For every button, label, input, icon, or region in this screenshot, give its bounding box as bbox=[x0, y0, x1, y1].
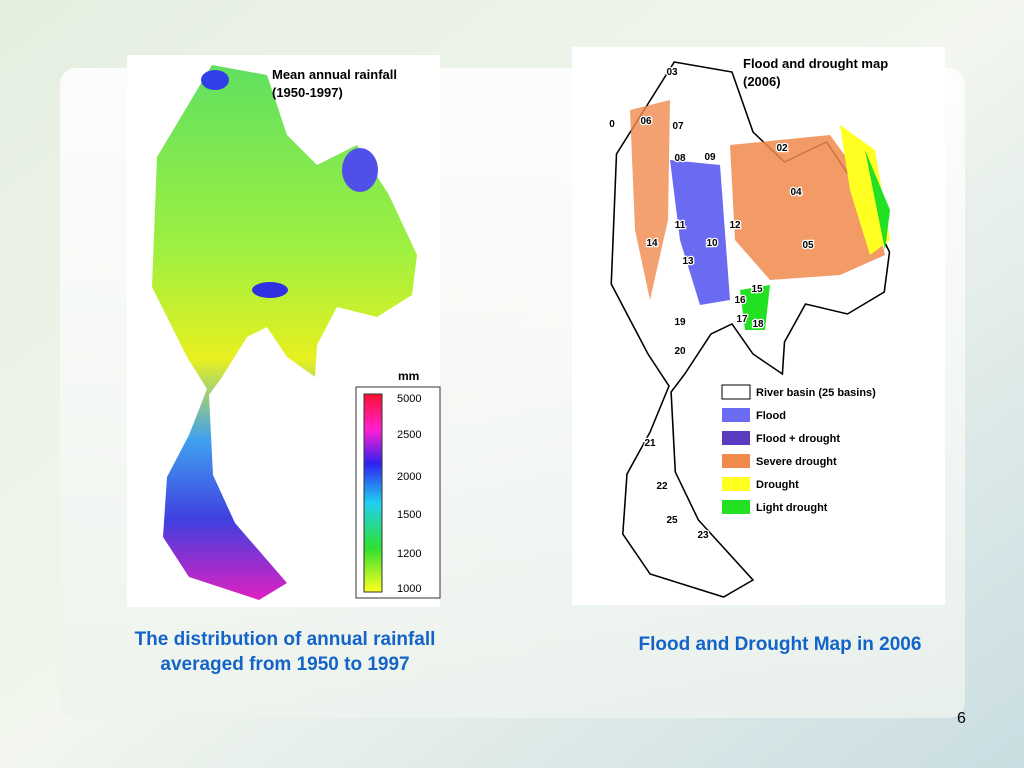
colorbar-tick-label: 2500 bbox=[397, 429, 421, 441]
legend-label: Light drought bbox=[756, 502, 828, 514]
flood-area bbox=[670, 160, 730, 305]
basin-label: 25 bbox=[666, 515, 678, 526]
basin-label: 03 bbox=[666, 67, 678, 78]
legend-label: River basin (25 basins) bbox=[756, 387, 876, 399]
severe-drought-area bbox=[630, 100, 670, 300]
colorbar-tick-label: 1500 bbox=[397, 509, 421, 521]
legend-swatch bbox=[722, 477, 750, 491]
legend-label: Flood + drought bbox=[756, 433, 840, 445]
drought-area bbox=[840, 125, 890, 255]
map-title: (2006) bbox=[743, 74, 781, 89]
map-title: Mean annual rainfall bbox=[272, 67, 397, 82]
light-drought-area bbox=[865, 150, 890, 250]
colorbar-tick-label: 1200 bbox=[397, 548, 421, 560]
legend-label: Drought bbox=[756, 479, 799, 491]
legend-swatch bbox=[722, 500, 750, 514]
rain-spot bbox=[252, 282, 288, 298]
basin-label: 08 bbox=[674, 153, 686, 164]
basin-label: 05 bbox=[802, 240, 814, 251]
colorbar-tick-label: 1000 bbox=[397, 583, 421, 595]
basin-label: 0 bbox=[609, 119, 615, 130]
legend-swatch bbox=[721, 384, 751, 400]
basin-label: 18 bbox=[752, 319, 764, 330]
map-title: Flood and drought map bbox=[743, 56, 888, 71]
basin-label: 12 bbox=[729, 220, 741, 231]
caption: averaged from 1950 to 1997 bbox=[160, 654, 409, 675]
rain-spot bbox=[342, 148, 378, 192]
basin-label: 16 bbox=[734, 295, 746, 306]
rainfall-map: Mean annual rainfall (1950-1997) mm 5000… bbox=[127, 55, 441, 607]
colorbar bbox=[363, 393, 383, 593]
basin-label: 17 bbox=[736, 314, 748, 325]
basin-label: 15 bbox=[751, 284, 763, 295]
caption: The distribution of annual rainfall bbox=[135, 629, 436, 650]
basin-label: 07 bbox=[672, 121, 684, 132]
basin-label: 23 bbox=[697, 530, 709, 541]
basin-label: 19 bbox=[674, 317, 686, 328]
basin-label: 21 bbox=[644, 438, 656, 449]
colorbar-tick-label: 2000 bbox=[397, 471, 421, 483]
rain-spot bbox=[201, 70, 229, 90]
basin-label: 10 bbox=[706, 238, 718, 249]
basin-label: 11 bbox=[675, 220, 686, 231]
legend-label: Flood bbox=[756, 410, 786, 422]
basin-label: 06 bbox=[640, 116, 652, 127]
caption: Flood and Drought Map in 2006 bbox=[639, 634, 922, 655]
basin-label: 02 bbox=[776, 143, 788, 154]
basin-label: 20 bbox=[674, 346, 686, 357]
basin-label: 14 bbox=[646, 238, 658, 249]
light-drought-area bbox=[740, 285, 770, 330]
map-title: (1950-1997) bbox=[272, 85, 343, 100]
basin-label: 09 bbox=[704, 152, 716, 163]
legend-swatch bbox=[722, 454, 750, 468]
legend-swatch bbox=[722, 431, 750, 445]
basin-label: 13 bbox=[682, 256, 694, 267]
legend-swatch bbox=[722, 408, 750, 422]
legend-label: Severe drought bbox=[756, 456, 837, 468]
colorbar-tick-label: 5000 bbox=[397, 393, 421, 405]
basin-label: 04 bbox=[790, 187, 802, 198]
page-number: 6 bbox=[957, 710, 966, 727]
legend-unit: mm bbox=[398, 369, 419, 383]
severe-drought-area bbox=[730, 135, 885, 280]
basin-label: 22 bbox=[656, 481, 668, 492]
drought-map: Flood and drought map (2006) 03 06 07 0 08 09… bbox=[572, 47, 945, 605]
